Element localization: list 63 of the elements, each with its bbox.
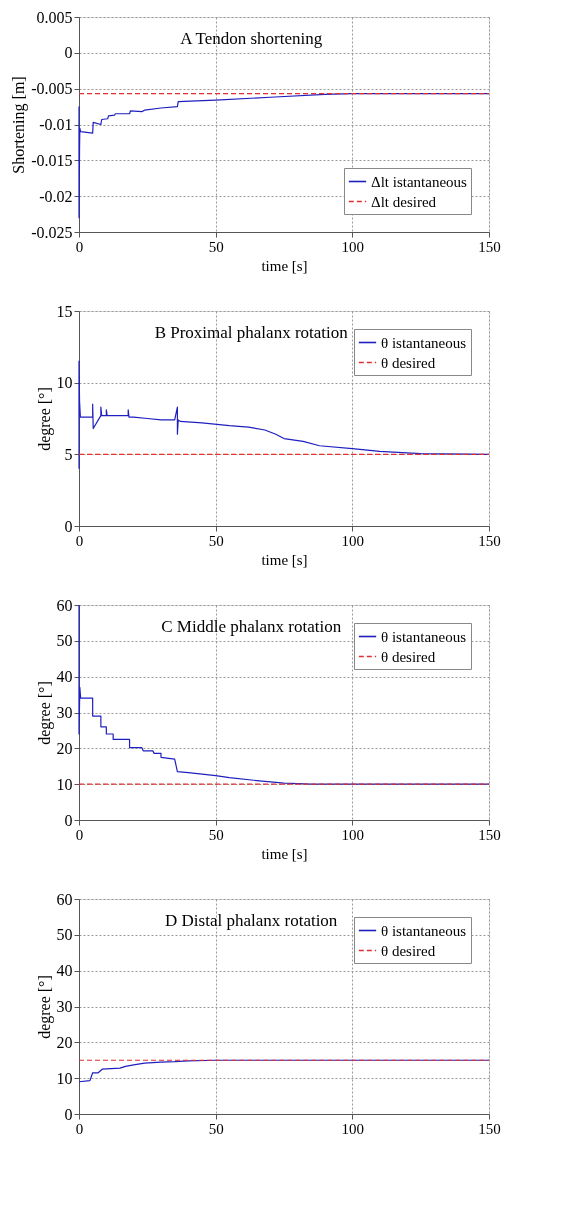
y-tick-label: 30: [56, 998, 73, 1015]
legend-label: Δlt desired: [371, 193, 437, 210]
y-tick-label: 50: [56, 926, 73, 944]
y-tick-label: -0.02: [39, 187, 73, 205]
x-tick-label: 100: [341, 1120, 365, 1137]
y-tick-label: 5: [64, 445, 73, 463]
text: B Proximal phalanx rotation: [154, 323, 349, 342]
line-series: [78, 93, 490, 219]
x-tick-label: 150: [478, 238, 501, 255]
legend-label: θ istantaneous: [381, 334, 467, 351]
x-tick-label: 150: [478, 1120, 501, 1137]
y-axis-title: degree [°]: [35, 387, 54, 451]
y-tick-label: 30: [56, 704, 73, 721]
legend-label: θ desired: [381, 354, 436, 371]
y-tick-label: 10: [56, 1069, 73, 1087]
y-tick-label: 40: [56, 962, 73, 980]
text: A Tendon shortening: [180, 29, 323, 48]
legend-label: θ istantaneous: [381, 628, 467, 645]
x-tick-label: 150: [478, 532, 501, 549]
y-tick-label: 10: [56, 374, 73, 392]
x-axis-title: time [s]: [261, 551, 308, 568]
line-series: [78, 1059, 490, 1083]
y-tick-label: 0: [64, 1105, 73, 1123]
x-axis-title: time [s]: [261, 845, 308, 862]
legend-label: θ desired: [381, 942, 436, 959]
x-tick-label: 150: [478, 826, 501, 843]
x-tick-label: 50: [208, 1120, 224, 1137]
y-axis-title: degree [°]: [35, 975, 54, 1039]
x-tick-label: 50: [208, 238, 224, 255]
y-tick-label: -0.005: [31, 80, 73, 98]
legend-label: θ istantaneous: [381, 922, 467, 939]
x-tick-label: 50: [208, 826, 224, 843]
legend-label: Δlt istantaneous: [371, 173, 468, 190]
y-tick-label: 40: [56, 668, 73, 686]
y-tick-label: 60: [56, 890, 73, 908]
legend-label: θ desired: [381, 648, 436, 665]
y-tick-label: 10: [56, 775, 73, 793]
x-tick-label: 50: [208, 532, 224, 549]
y-tick-label: 60: [56, 596, 73, 614]
text: C Middle phalanx rotation: [161, 617, 342, 636]
y-tick-label: 15: [56, 302, 73, 320]
x-tick-label: 100: [341, 532, 365, 549]
y-axis-title: degree [°]: [35, 681, 54, 745]
y-tick-label: 20: [56, 1033, 73, 1051]
y-tick-label: 0: [64, 44, 73, 62]
x-tick-label: 0: [75, 826, 84, 843]
line-series: [78, 360, 490, 470]
y-axis-title: Shortening [m]: [10, 76, 29, 174]
x-tick-label: 100: [341, 826, 365, 843]
y-tick-label: 0: [64, 811, 73, 829]
y-tick-label: -0.025: [31, 223, 73, 241]
x-tick-label: 0: [75, 238, 84, 255]
y-tick-label: -0.015: [31, 151, 73, 169]
x-tick-label: 100: [341, 238, 365, 255]
text: D Distal phalanx rotation: [165, 911, 338, 930]
y-tick-label: -0.01: [39, 116, 73, 133]
y-tick-label: 0.005: [36, 8, 73, 26]
y-tick-label: 20: [56, 739, 73, 757]
x-tick-label: 0: [75, 532, 84, 549]
y-tick-label: 50: [56, 632, 73, 650]
y-tick-label: 0: [64, 517, 73, 535]
x-tick-label: 0: [75, 1120, 84, 1137]
x-axis-title: time [s]: [261, 257, 308, 274]
